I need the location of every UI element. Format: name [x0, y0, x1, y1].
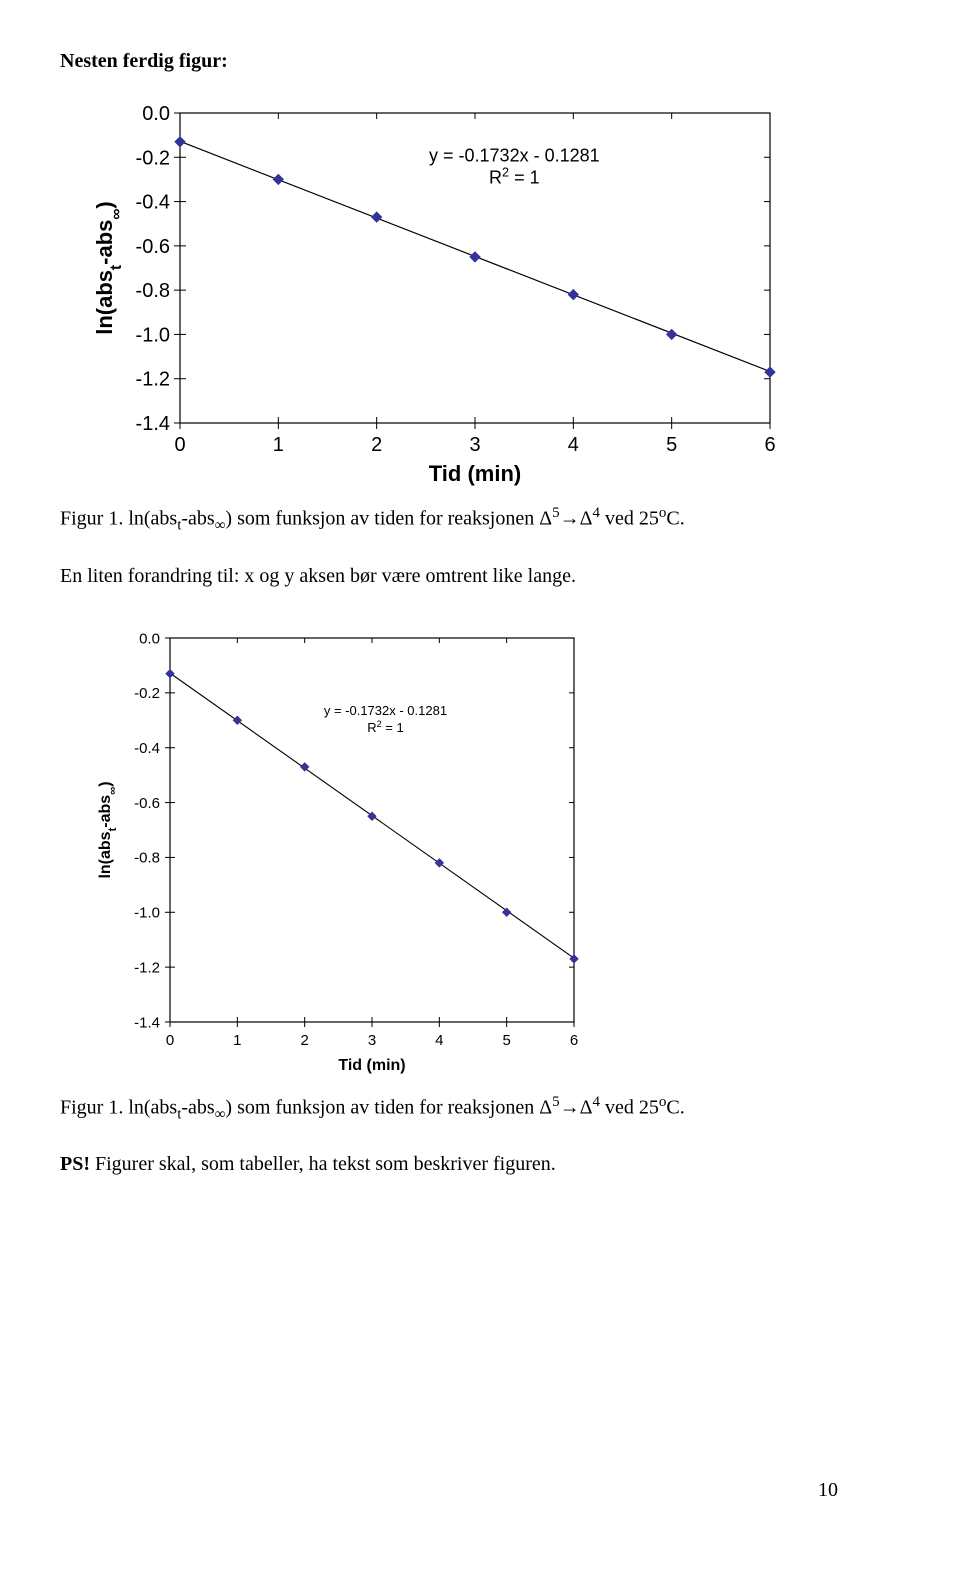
- svg-text:2: 2: [371, 434, 382, 456]
- svg-text:3: 3: [469, 434, 480, 456]
- svg-text:y = -0.1732x - 0.1281: y = -0.1732x - 0.1281: [324, 702, 447, 717]
- svg-text:-1.0: -1.0: [136, 324, 170, 346]
- svg-text:-1.0: -1.0: [134, 904, 160, 921]
- svg-text:6: 6: [570, 1032, 578, 1049]
- svg-text:-1.2: -1.2: [136, 369, 170, 391]
- chart-1: 0 1 2 3 4 5 6 0.0 -0.2 -0.4 -0.6 -0.8 -1.0 -1.2 -1.4 y …: [90, 93, 900, 493]
- chart-1-svg: 0 1 2 3 4 5 6 0.0 -0.2 -0.4 -0.6 -0.8 -1.0 -1.2 -1.4 y …: [90, 93, 790, 493]
- svg-text:-0.6: -0.6: [136, 236, 170, 258]
- svg-text:4: 4: [568, 434, 579, 456]
- svg-text:Tid (min): Tid (min): [429, 461, 521, 486]
- svg-text:1: 1: [273, 434, 284, 456]
- chart-2-svg: 0 1 2 3 4 5 6 0.0 -0.2 -0.4 -0.6 -0.8 -1.0 -1.2 -1.4 y …: [90, 622, 590, 1082]
- svg-text:-0.4: -0.4: [136, 192, 170, 214]
- svg-text:0: 0: [166, 1032, 174, 1049]
- svg-text:-0.8: -0.8: [136, 280, 170, 302]
- svg-text:6: 6: [764, 434, 775, 456]
- figure-1-caption: Figur 1. ln(abst-abs∞) som funksjon av t…: [60, 505, 900, 535]
- svg-text:0.0: 0.0: [142, 103, 170, 125]
- figure-2-caption: Figur 1. ln(abst-abs∞) som funksjon av t…: [60, 1094, 900, 1124]
- svg-text:1: 1: [233, 1032, 241, 1049]
- svg-text:ln(abst-abs∞): ln(abst-abs∞): [92, 201, 125, 335]
- svg-text:4: 4: [435, 1032, 443, 1049]
- svg-text:-0.2: -0.2: [134, 685, 160, 702]
- svg-text:2: 2: [300, 1032, 308, 1049]
- body-text: En liten forandring til: x og y aksen bø…: [60, 565, 900, 588]
- chart-2: 0 1 2 3 4 5 6 0.0 -0.2 -0.4 -0.6 -0.8 -1.0 -1.2 -1.4 y …: [90, 622, 900, 1082]
- svg-text:-1.2: -1.2: [134, 959, 160, 976]
- svg-text:ln(abst-abs∞): ln(abst-abs∞): [97, 781, 119, 878]
- svg-text:3: 3: [368, 1032, 376, 1049]
- svg-text:-1.4: -1.4: [134, 1014, 160, 1031]
- svg-text:-0.2: -0.2: [136, 147, 170, 169]
- svg-text:Tid (min): Tid (min): [338, 1057, 405, 1074]
- svg-text:-0.4: -0.4: [134, 740, 160, 757]
- svg-text:0.0: 0.0: [139, 630, 160, 647]
- svg-text:-0.8: -0.8: [134, 849, 160, 866]
- svg-text:0: 0: [174, 434, 185, 456]
- page-heading: Nesten ferdig figur:: [60, 50, 900, 73]
- svg-text:R2 = 1: R2 = 1: [367, 718, 404, 734]
- svg-text:5: 5: [502, 1032, 510, 1049]
- svg-text:-1.4: -1.4: [136, 413, 170, 435]
- svg-text:5: 5: [666, 434, 677, 456]
- ps-note: PS! Figurer skal, som tabeller, ha tekst…: [60, 1153, 900, 1176]
- svg-text:-0.6: -0.6: [134, 794, 160, 811]
- page-number: 10: [818, 1479, 838, 1502]
- svg-text:R2 = 1: R2 = 1: [489, 166, 540, 188]
- svg-text:y = -0.1732x - 0.1281: y = -0.1732x - 0.1281: [429, 146, 600, 166]
